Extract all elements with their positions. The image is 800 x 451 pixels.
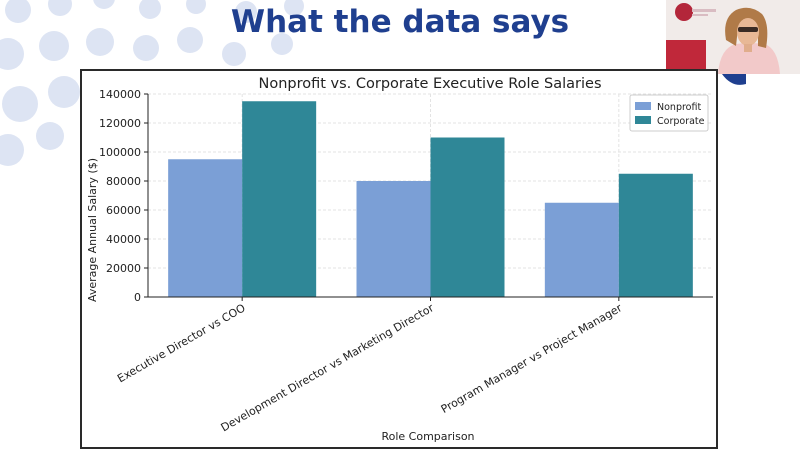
y-tick-label: 0 — [134, 291, 141, 304]
legend-swatch — [635, 102, 651, 110]
x-tick-label: Executive Director vs COO — [115, 301, 248, 385]
x-tick-label: Program Manager vs Project Manager — [439, 301, 625, 416]
bar-nonprofit-2 — [544, 202, 619, 297]
legend-swatch — [635, 116, 651, 124]
legend-label: Corporate — [657, 116, 705, 127]
y-tick-label: 20000 — [106, 262, 141, 275]
bar-nonprofit-0 — [168, 159, 243, 297]
axes — [144, 93, 713, 301]
y-tick-label: 120000 — [99, 117, 141, 130]
chart-title: Nonprofit vs. Corporate Executive Role S… — [258, 76, 601, 92]
slide-title: What the data says — [230, 4, 570, 40]
y-axis-label: Average Annual Salary ($) — [86, 158, 99, 302]
x-tick-label: Development Director vs Marketing Direct… — [219, 301, 437, 434]
bar-corporate-2 — [618, 173, 693, 297]
y-tick-label: 100000 — [99, 146, 141, 159]
chart-panel: Nonprofit vs. Corporate Executive Role S… — [80, 69, 718, 449]
bar-corporate-0 — [242, 101, 317, 297]
y-tick-label: 60000 — [106, 204, 141, 217]
decorative-shape — [722, 74, 746, 85]
x-axis-label: Role Comparison — [381, 430, 474, 443]
bars — [168, 101, 693, 297]
legend: Nonprofit Corporate — [629, 94, 709, 132]
legend-label: Nonprofit — [657, 102, 701, 113]
y-tick-label: 40000 — [106, 233, 141, 246]
presenter-image — [666, 0, 800, 74]
y-tick-label: 140000 — [99, 88, 141, 101]
salary-bar-chart: Nonprofit vs. Corporate Executive Role S… — [86, 76, 713, 443]
bar-corporate-1 — [430, 137, 505, 297]
bar-nonprofit-1 — [356, 181, 431, 297]
webcam-video — [666, 0, 800, 74]
y-tick-label: 80000 — [106, 175, 141, 188]
